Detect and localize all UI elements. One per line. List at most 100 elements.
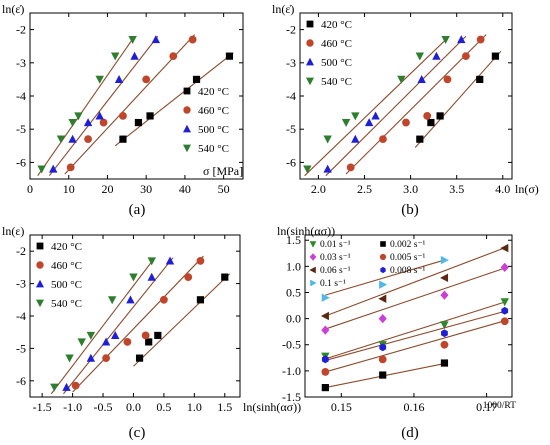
data-point [321,355,329,364]
legend: 0.01 s⁻¹ 0.03 s⁻¹ 0.06 s⁻¹ 0.1 s⁻¹ 0.002 s⁻¹… [309,240,425,289]
y-tick-label: -2 [286,23,296,37]
y-tick-label: 0.0 [286,312,301,326]
x-tick-label: 3.0 [403,182,418,196]
legend-marker [183,106,191,114]
data-point [323,164,332,173]
legend-marker [183,124,191,133]
data-point [119,135,127,143]
data-point [321,293,330,302]
legend-label: 420 °C [198,86,229,98]
legend-marker [306,77,314,86]
legend-label: 460 °C [51,260,82,272]
data-point [402,118,410,127]
data-point [135,354,144,362]
fit-line [114,52,234,147]
data-point [378,294,387,303]
x-tick-label: -0.5 [94,400,113,414]
fit-line [325,259,445,296]
data-point [500,262,509,272]
data-point [436,112,444,120]
data-point [50,383,59,392]
data-point [119,112,127,120]
y-tick-label: -0.5 [282,338,301,352]
x-tick-label: -1.5 [33,400,52,414]
x-tick-label: 3.5 [449,182,464,196]
data-point [196,296,205,304]
data-point [107,296,117,305]
legend-label: 540 °C [321,76,352,88]
data-point [147,257,156,266]
data-point [321,325,330,335]
data-point [417,75,426,83]
y-tick-label: -3 [16,277,26,291]
legend-marker [309,241,317,248]
data-point [500,298,509,307]
y-tick-label: -2 [16,23,26,37]
y-axis-label: ln(sinh(ασ)) [277,224,335,238]
fit-line [325,310,508,361]
x-tick-label: 40 [179,182,191,196]
data-point [74,112,83,121]
legend-marker [183,144,191,153]
x-tick-label: -1.0 [63,400,82,414]
data-point [500,317,509,326]
x-tick-label: 0.17 [476,400,497,414]
y-tick-label: -6 [16,374,26,388]
y-tick-label: -4 [286,89,296,103]
data-point [432,51,441,60]
data-point [500,243,509,253]
legend-label: 500 °C [198,124,229,136]
data-point [440,340,449,349]
data-point [225,52,234,60]
data-point [491,52,500,60]
data-point [111,331,120,340]
x-tick-label: 0 [27,182,33,196]
x-axis-label: ln(σ) [515,182,539,196]
data-point [126,295,135,304]
data-point [440,359,449,367]
data-point [440,273,449,283]
legend-label: 0.01 s⁻¹ [320,240,351,250]
data-point [111,52,120,61]
data-point [351,112,360,121]
data-point [462,52,470,61]
y-tick-label: 1.5 [286,233,301,247]
data-point [83,118,93,127]
x-tick-label: 20 [101,182,113,196]
legend-marker [36,242,44,250]
data-point [303,165,312,174]
x-tick-label: 1.5 [217,400,232,414]
x-axis-label: σ [MPa] [203,164,243,178]
data-point [379,280,388,289]
y-tick-label: -6 [16,155,26,169]
data-point [321,383,329,392]
data-point [147,272,156,281]
legend-label: 540 °C [51,298,82,310]
data-point [160,295,168,304]
data-point [441,329,448,338]
legend-label: 500 °C [51,279,82,291]
legend-label: 460 °C [321,38,352,50]
data-point [95,111,104,120]
data-point [169,52,178,61]
panel-b: 2.0 2.5 3.0 3.5 4.0 -2 -3 -4 -5 -6 ln(ε̇) ln(σ) 420 … [272,2,539,218]
y-tick-label: -6 [286,155,296,169]
data-point [95,75,104,84]
data-point [65,354,74,363]
legend-marker [36,261,44,269]
legend-label: 0.005 s⁻¹ [390,253,425,263]
data-point [141,331,150,340]
fit-line [325,300,508,360]
fit-line [325,266,508,330]
legend-marker [379,253,387,261]
data-point [68,118,77,127]
data-point [323,135,332,144]
y-tick-label: -3 [16,56,26,70]
data-point [378,355,387,364]
panel-label: (d) [401,425,419,441]
data-point [415,52,425,61]
data-point [49,164,58,173]
data-point [443,75,452,84]
data-point [440,321,449,330]
